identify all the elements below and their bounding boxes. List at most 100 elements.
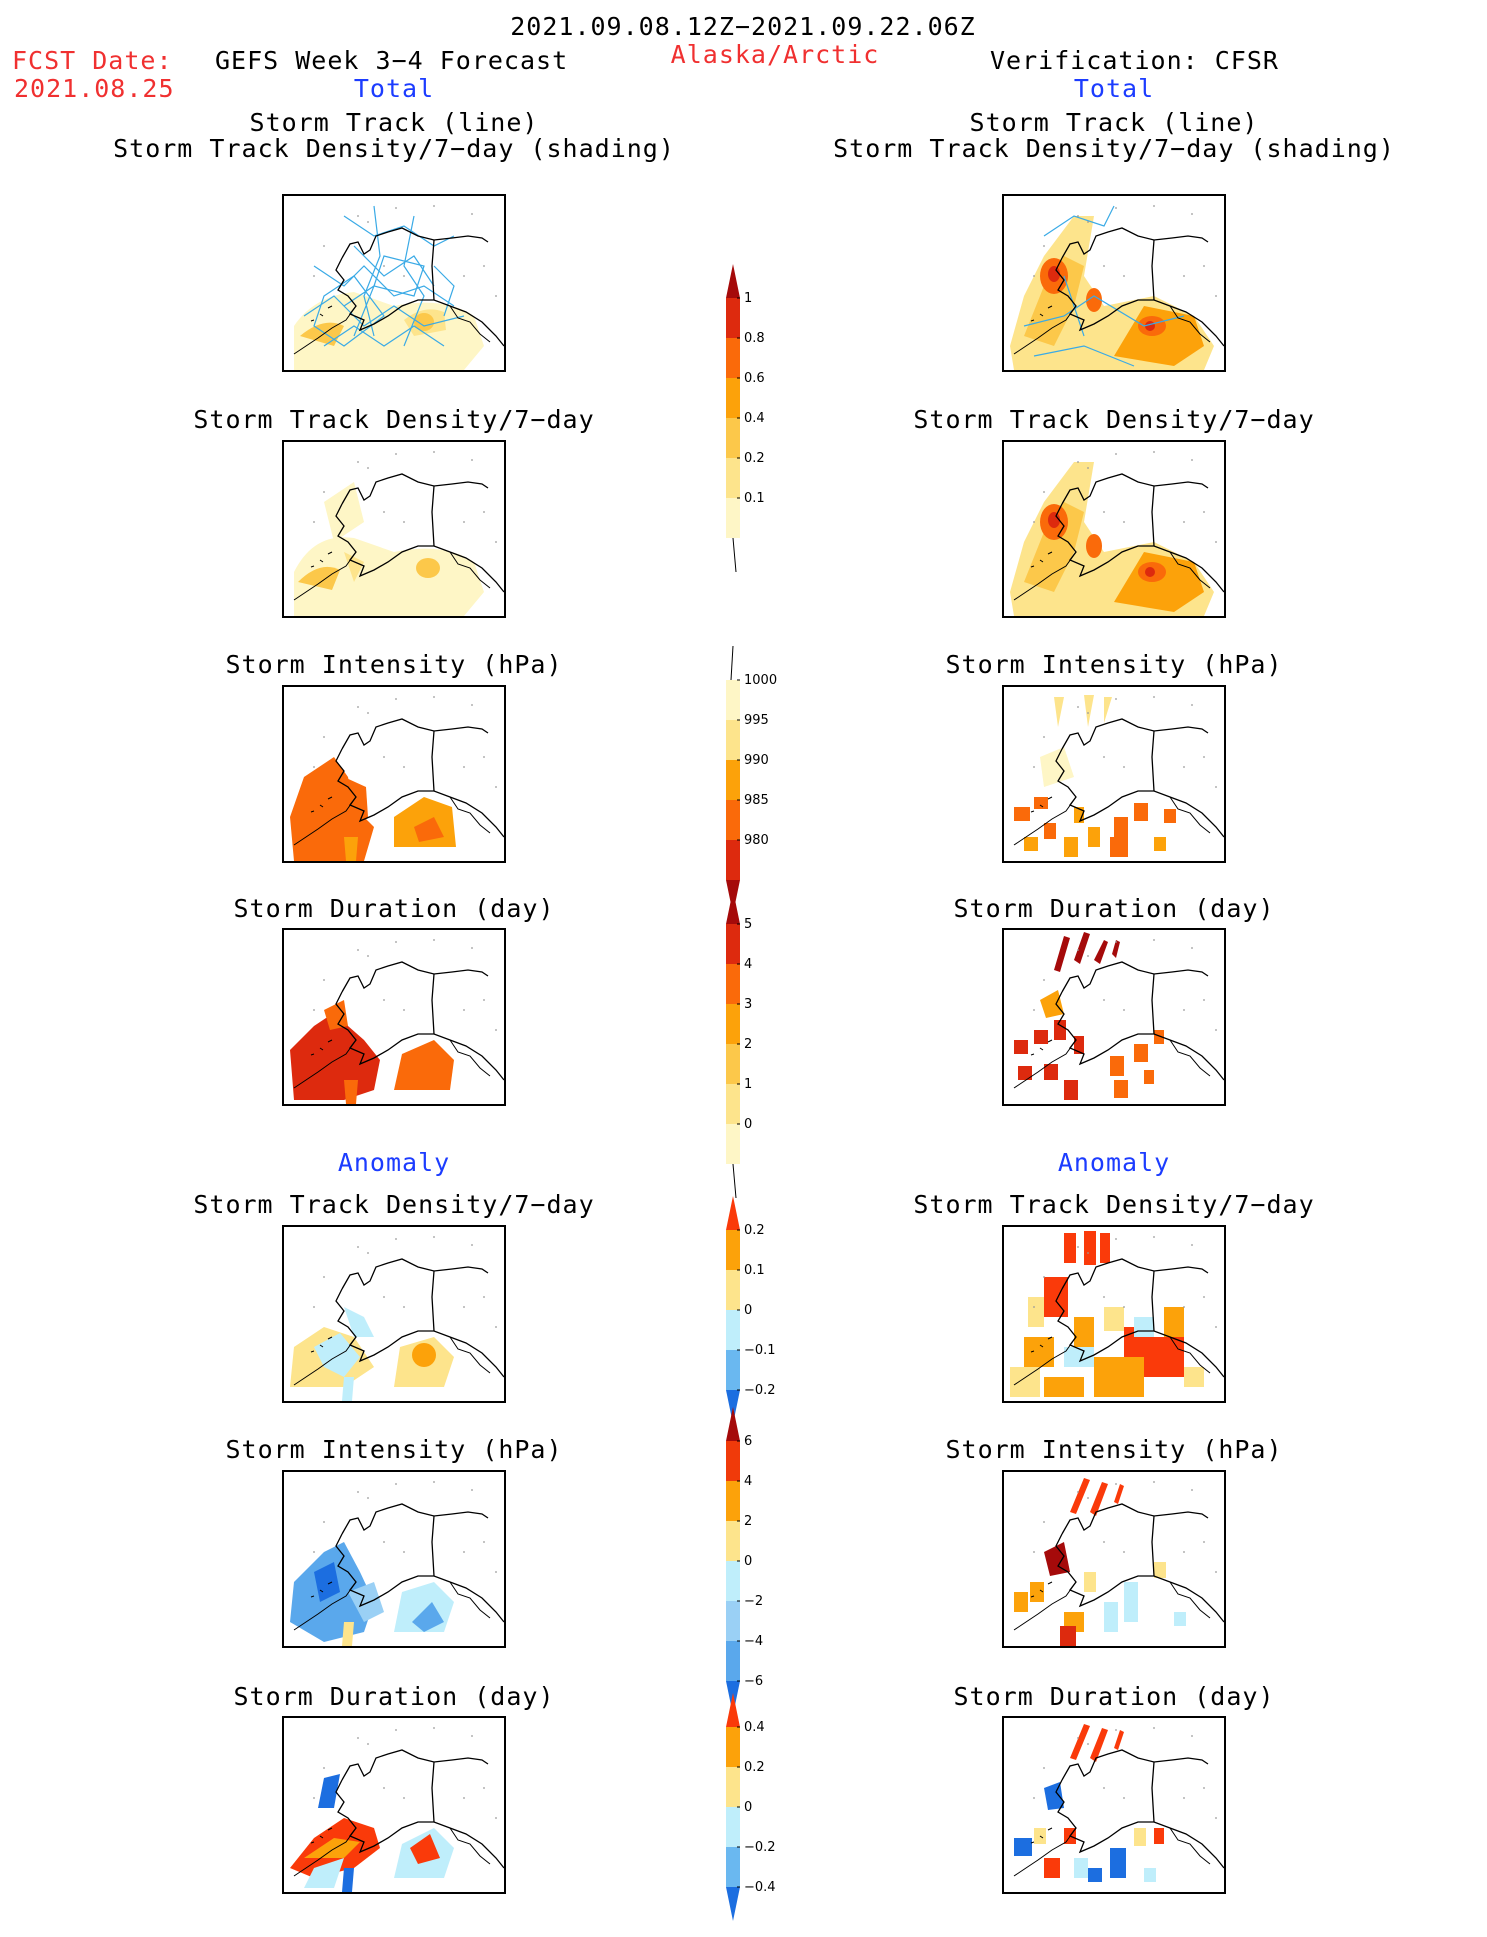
colorbar-segment: [726, 1481, 740, 1521]
colorbar-tick-label: −0.2: [744, 1840, 776, 1855]
panel-title-duration-right: Storm Duration (day): [953, 894, 1275, 923]
colorbar-tick-label: −6: [744, 1674, 763, 1689]
colorbar-segment: [726, 1230, 740, 1270]
verification-title: Verification: CFSR: [990, 46, 1279, 75]
map-verif-anom-duration: [1002, 1716, 1226, 1894]
fcst-date-value: 2021.08.25: [14, 74, 175, 103]
colorbar-segment: [726, 1727, 740, 1767]
colorbar-total-intensity: 1000 995 990 985 980: [718, 645, 778, 914]
panel-title-intensity-right: Storm Intensity (hPa): [945, 650, 1283, 679]
panel-title-track-line-right: Storm Track (line): [969, 108, 1259, 137]
colorbar-tick-label: −0.1: [744, 1343, 776, 1358]
map-fcst-total-density: [282, 440, 506, 618]
colorbar-tick-label: 0: [744, 1554, 752, 1569]
colorbar-tick-label: 4: [744, 1474, 752, 1489]
colorbar-tick-label: 0.1: [744, 491, 765, 506]
colorbar-top-triangle: [726, 1693, 740, 1727]
colorbar-tick-label: 0.6: [744, 371, 765, 386]
map-verif-total-density: [1002, 440, 1226, 618]
colorbar-tick-label: 3: [744, 997, 752, 1012]
colorbar-segment: [726, 498, 740, 538]
colorbar-bottom-line: [732, 537, 737, 573]
colorbar-total-duration: 5 4 3 2 1 0: [718, 890, 778, 1199]
colorbar-tick-label: 985: [744, 793, 769, 808]
colorbar-segment: [726, 760, 740, 800]
map-fcst-anom-duration: [282, 1716, 506, 1894]
colorbar-tick-label: 0.2: [744, 1223, 765, 1238]
section-anomaly-right: Anomaly: [1057, 1148, 1171, 1177]
panel-title-track-line: Storm Track (line): [249, 108, 539, 137]
colorbar-tick-label: −4: [744, 1634, 763, 1649]
colorbar-tick-label: −0.2: [744, 1383, 776, 1398]
colorbar-tick-label: 2: [744, 1514, 752, 1529]
map-verif-anom-density: [1002, 1225, 1226, 1403]
colorbar-segment: [726, 1521, 740, 1561]
colorbar-anom-duration: 0.4 0.2 0 −0.2 −0.4: [718, 1693, 778, 1937]
colorbar-segment: [726, 458, 740, 498]
region-title: Alaska/Arctic: [670, 40, 880, 69]
colorbar-tick-label: 0.4: [744, 411, 765, 426]
colorbar-segment: [726, 1641, 740, 1681]
colorbar-segment: [726, 1847, 740, 1887]
forecast-title: GEFS Week 3−4 Forecast: [215, 46, 569, 75]
colorbar-tick-label: 0: [744, 1117, 752, 1132]
colorbar-segment: [726, 800, 740, 840]
colorbar-segment: [726, 1767, 740, 1807]
colorbar-tick-label: −2: [744, 1594, 763, 1609]
colorbar-top-triangle: [726, 890, 740, 924]
colorbar-segment: [726, 680, 740, 720]
colorbar-tick-label: 0.8: [744, 331, 765, 346]
colorbar-tick-label: 1: [744, 291, 752, 306]
colorbar-top-triangle: [726, 1407, 740, 1441]
panel-title-track-density-shading-right: Storm Track Density/7−day (shading): [833, 134, 1395, 163]
colorbar-segment: [726, 1270, 740, 1310]
colorbar-top-triangle: [726, 1196, 740, 1230]
section-anomaly-left: Anomaly: [337, 1148, 451, 1177]
map-fcst-total-track: [282, 194, 506, 372]
colorbar-segment: [726, 1004, 740, 1044]
panel-title-anom-intensity-right: Storm Intensity (hPa): [945, 1435, 1283, 1464]
colorbar-segment: [726, 1084, 740, 1124]
colorbar-top-triangle: [726, 264, 740, 298]
colorbar-tick-label: 1: [744, 1077, 752, 1092]
panel-title-anom-density-right: Storm Track Density/7−day: [913, 1190, 1315, 1219]
colorbar-tick-label: 6: [744, 1434, 752, 1449]
colorbar-bottom-triangle: [726, 1887, 740, 1921]
colorbar-segment: [726, 1310, 740, 1350]
colorbar-anom-intensity: 6 4 2 0 −2 −4 −6: [718, 1407, 778, 1721]
colorbar-segment: [726, 964, 740, 1004]
panel-title-track-density-shading: Storm Track Density/7−day (shading): [113, 134, 675, 163]
map-verif-total-duration: [1002, 928, 1226, 1106]
map-fcst-anom-density: [282, 1225, 506, 1403]
colorbar-tick-label: −0.4: [744, 1880, 776, 1895]
colorbar-segment: [726, 1044, 740, 1084]
map-fcst-total-duration: [282, 928, 506, 1106]
colorbar-tick-label: 1000: [744, 673, 777, 688]
colorbar-tick-label: 0: [744, 1800, 752, 1815]
colorbar-segment: [726, 840, 740, 880]
map-verif-total-track: [1002, 194, 1226, 372]
colorbar-segment: [726, 338, 740, 378]
section-total-right: Total: [1073, 74, 1155, 103]
map-fcst-anom-intensity: [282, 1470, 506, 1648]
panel-title-anom-duration-right: Storm Duration (day): [953, 1682, 1275, 1711]
colorbar-segment: [726, 924, 740, 964]
panel-title-anom-intensity-left: Storm Intensity (hPa): [225, 1435, 563, 1464]
panel-title-anom-density-left: Storm Track Density/7−day: [193, 1190, 595, 1219]
date-range-title: 2021.09.08.12Z−2021.09.22.06Z: [510, 12, 976, 41]
map-verif-total-intensity: [1002, 685, 1226, 863]
colorbar-anom-density: 0.2 0.1 0 −0.1 −0.2: [718, 1196, 778, 1440]
panel-title-track-density-right: Storm Track Density/7−day: [913, 405, 1315, 434]
colorbar-segment: [726, 378, 740, 418]
panel-title-duration: Storm Duration (day): [233, 894, 555, 923]
colorbar-tick-label: 4: [744, 957, 752, 972]
colorbar-bottom-line: [732, 1163, 737, 1199]
colorbar-tick-label: 5: [744, 917, 752, 932]
colorbar-tick-label: 2: [744, 1037, 752, 1052]
colorbar-tick-label: 0.4: [744, 1720, 765, 1735]
map-fcst-total-intensity: [282, 685, 506, 863]
colorbar-tick-label: 0: [744, 1303, 752, 1318]
colorbar-segment: [726, 1124, 740, 1164]
colorbar-tick-label: 980: [744, 833, 769, 848]
colorbar-total-density: 1 0.8 0.6 0.4 0.2 0.1: [718, 264, 778, 573]
